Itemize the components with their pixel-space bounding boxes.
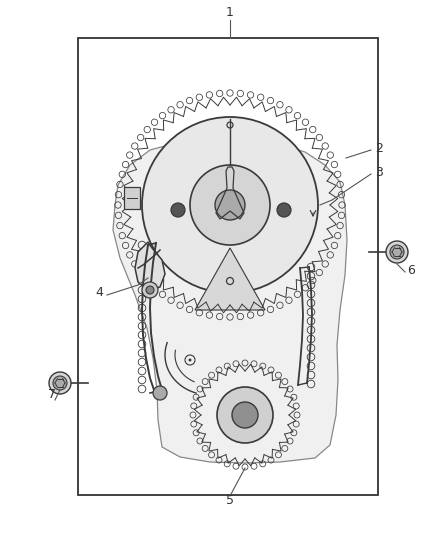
Bar [78,38,378,495]
Circle shape [49,372,71,394]
Circle shape [188,359,191,361]
Circle shape [277,203,291,217]
Text: 2: 2 [375,141,383,155]
Text: 3: 3 [375,166,383,179]
Circle shape [53,376,67,390]
Circle shape [153,386,167,400]
Text: 6: 6 [407,263,415,277]
Polygon shape [124,187,140,209]
Circle shape [386,241,408,263]
Circle shape [142,282,158,298]
Text: 7: 7 [48,389,56,401]
Circle shape [171,203,185,217]
Polygon shape [135,242,165,290]
Circle shape [390,245,404,259]
Circle shape [232,402,258,428]
Circle shape [217,387,273,443]
Circle shape [190,165,270,245]
Text: 1: 1 [226,6,234,20]
Polygon shape [113,140,347,463]
Circle shape [146,286,154,294]
Text: 4: 4 [95,287,103,300]
Circle shape [142,117,318,293]
Circle shape [215,190,245,220]
Text: 5: 5 [226,494,234,506]
Polygon shape [195,248,265,310]
